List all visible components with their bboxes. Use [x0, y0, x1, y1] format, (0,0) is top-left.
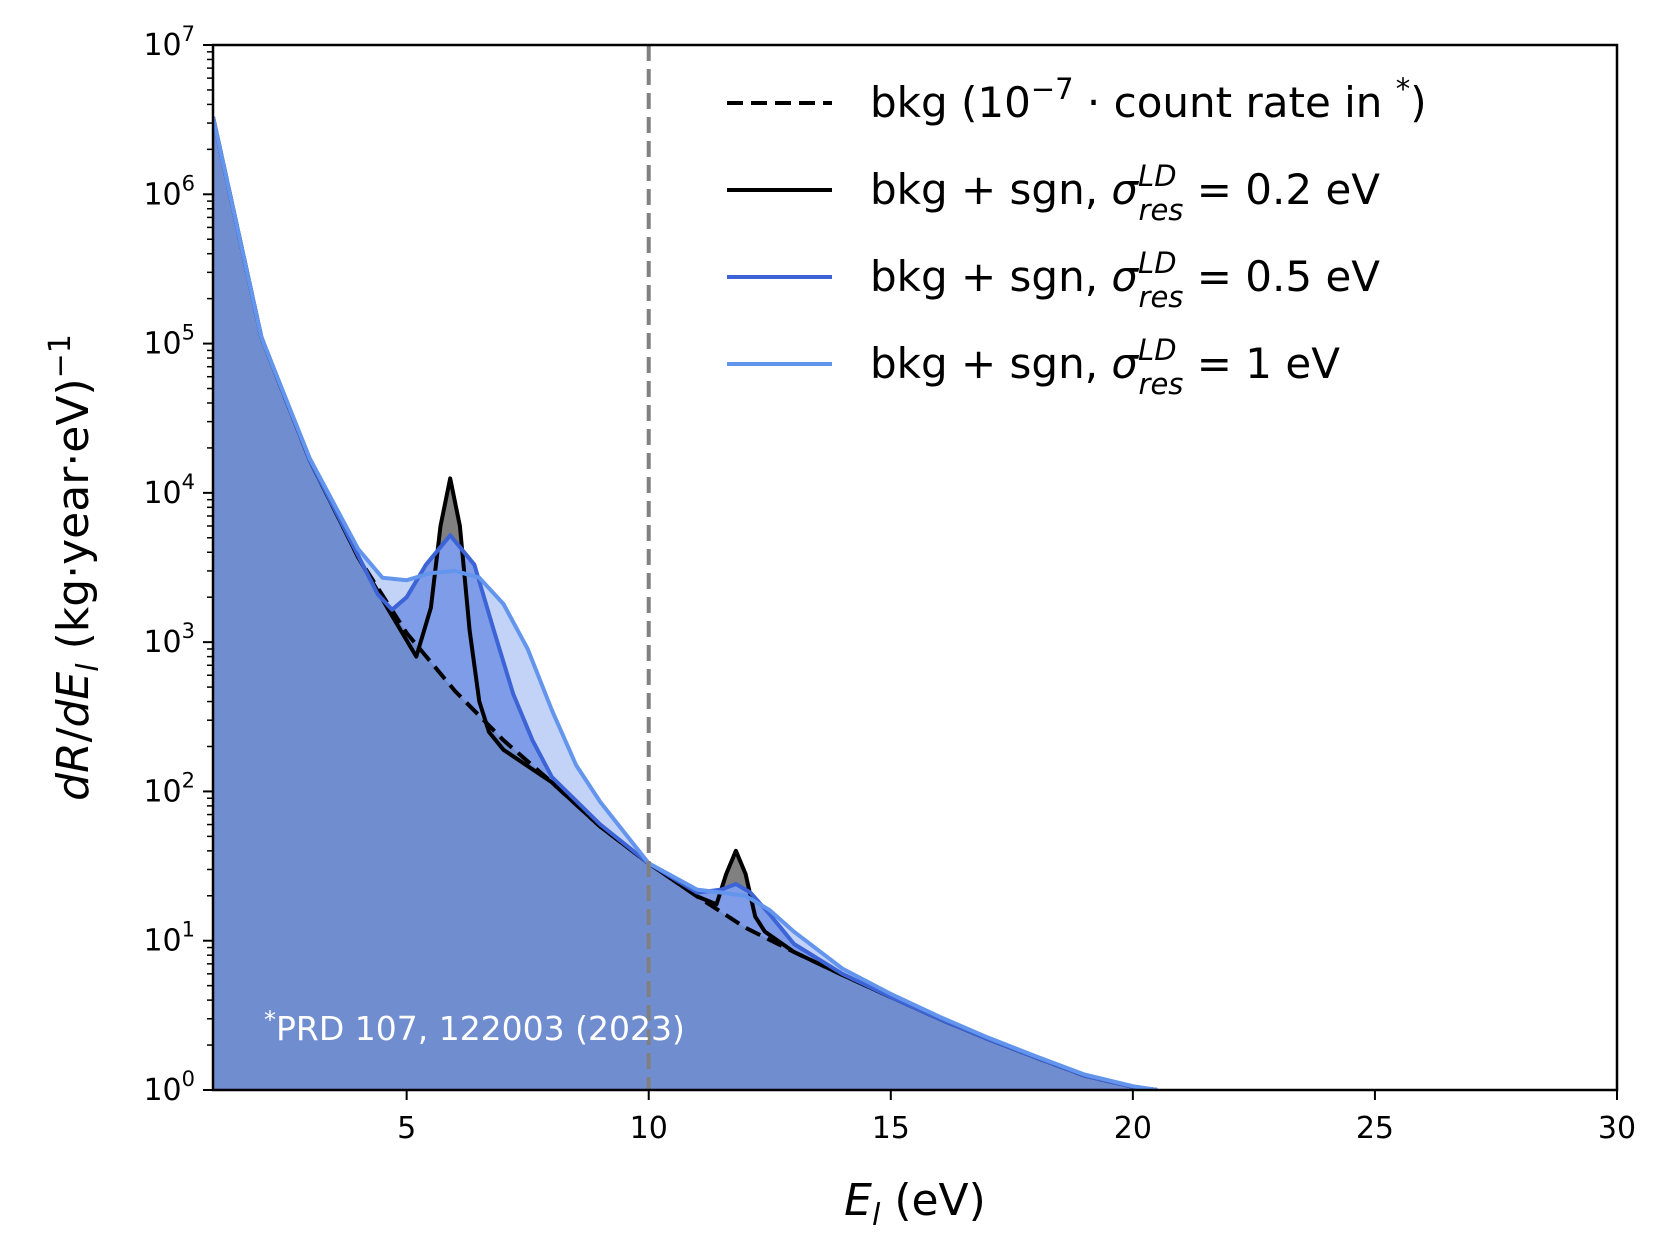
series-sgn-1	[213, 116, 1158, 1090]
legend: bkg (10−7 · count rate in *) bkg + sgn, σ…	[727, 72, 1427, 401]
y-tick-label-5: 105	[143, 321, 195, 362]
x-tick-label-10: 10	[630, 1111, 668, 1146]
y-tick-label-6: 106	[143, 171, 195, 212]
x-tick-label-15: 15	[872, 1111, 910, 1146]
y-axis-ticks: 100 101 102 103 104 105 106 107	[143, 22, 213, 1108]
x-tick-label-25: 25	[1356, 1111, 1394, 1146]
plot-frame	[211, 43, 1619, 1092]
x-tick-label-30: 30	[1598, 1111, 1636, 1146]
y-tick-label-2: 102	[143, 768, 195, 809]
annotation-reference: *PRD 107, 122003 (2023)	[264, 1006, 685, 1048]
y-tick-label-4: 104	[143, 470, 195, 511]
y-tick-label-0: 100	[143, 1067, 195, 1108]
y-axis-label: dR/dEl (kg·year·eV)−1	[43, 334, 106, 801]
y-tick-label-1: 101	[143, 918, 195, 959]
legend-label-0: bkg (10−7 · count rate in *)	[870, 72, 1427, 127]
fill-bkg	[213, 116, 1158, 1090]
x-tick-label-5: 5	[397, 1111, 416, 1146]
plot-fills	[213, 116, 1158, 1090]
x-axis-label: El (eV)	[844, 1175, 986, 1233]
y-tick-label-7: 107	[143, 22, 195, 63]
legend-label-2: bkg + sgn, σLD res = 0.5 eV	[870, 246, 1380, 314]
legend-label-1: bkg + sgn, σLD res = 0.2 eV	[870, 159, 1380, 227]
y-tick-label-3: 103	[143, 619, 195, 660]
x-axis-ticks: 5 10 15 20 25 30	[397, 1090, 1636, 1146]
legend-label-3: bkg + sgn, σLD res = 1 eV	[870, 333, 1340, 401]
x-tick-label-20: 20	[1114, 1111, 1152, 1146]
